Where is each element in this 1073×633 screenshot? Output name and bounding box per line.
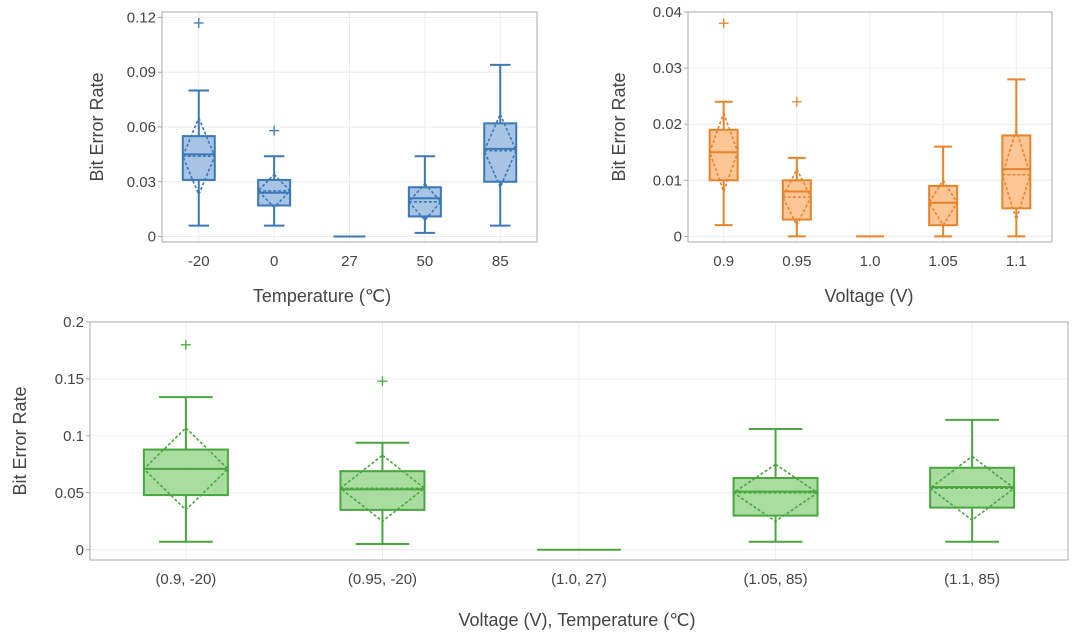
x-axis-title: Temperature (℃) <box>253 286 391 306</box>
mean-sd-diamond <box>142 426 230 512</box>
x-tick-label: 0 <box>270 253 278 270</box>
y-tick-label: 0.05 <box>55 485 84 502</box>
box-iqr <box>708 128 739 182</box>
box-iqr <box>781 179 812 221</box>
box-85 <box>483 63 518 227</box>
mean-sd-diamond <box>928 178 959 227</box>
y-tick-label: 0.03 <box>127 174 156 191</box>
x-tick-label: 1.05 <box>929 253 958 270</box>
box--20 <box>181 17 216 227</box>
box-0.9 <box>708 18 739 227</box>
x-tick-label: 27 <box>341 253 358 270</box>
y-tick-label: 0.09 <box>127 64 156 81</box>
y-tick-label: 0.03 <box>653 60 682 77</box>
y-tick-label: 0 <box>76 542 84 559</box>
x-tick-label: 85 <box>492 253 509 270</box>
mean-sd-diamond <box>928 455 1016 522</box>
box-1.05 <box>928 145 959 238</box>
outlier-marker <box>193 17 204 28</box>
y-tick-label: 0.1 <box>63 428 84 445</box>
mean-sd-diamond <box>732 463 819 523</box>
x-tick-label: 1.1 <box>1006 253 1027 270</box>
mean-sd-diamond <box>483 112 518 190</box>
box-(0.95, -20) <box>339 376 426 546</box>
y-tick-label: 0.06 <box>127 119 156 136</box>
y-tick-label: 0.15 <box>55 371 84 388</box>
y-tick-label: 0 <box>148 229 156 246</box>
outlier-marker <box>180 339 191 350</box>
chart-1: 0 0.03 0.06 0.09 0.12 -20 0 27 50 85 Temperature (… <box>87 9 538 306</box>
plot-frame <box>687 11 1053 243</box>
x-tick-label: (0.9, -20) <box>155 571 216 588</box>
x-tick-label: (1.1, 85) <box>944 571 1000 588</box>
x-tick-label: -20 <box>188 253 210 270</box>
box-iqr <box>928 184 959 227</box>
y-axis-title: Bit Error Rate <box>609 72 629 181</box>
mean-sd-diamond <box>339 454 426 523</box>
box-(0.9, -20) <box>142 339 230 543</box>
x-tick-label: 1.0 <box>860 253 881 270</box>
box-1.1 <box>1001 78 1032 238</box>
box-0 <box>257 125 292 227</box>
x-axis-title: Voltage (V) <box>824 286 913 306</box>
x-tick-label: 0.95 <box>782 253 811 270</box>
x-tick-label: (1.0, 27) <box>551 571 607 588</box>
x-tick-label: (1.05, 85) <box>743 571 807 588</box>
y-axis-title: Bit Error Rate <box>10 386 30 495</box>
outlier-marker <box>269 125 280 136</box>
chart-2: 0 0.01 0.02 0.03 0.04 0.9 0.95 1.0 1.05 1.1 Voltag… <box>609 4 1053 306</box>
box-50 <box>407 155 442 234</box>
box-iqr <box>339 470 426 511</box>
outlier-marker <box>791 96 802 107</box>
box-iqr <box>483 122 518 183</box>
mean-sd-diamond <box>708 110 739 194</box>
box-iqr <box>1001 134 1032 210</box>
x-tick-label: (0.95, -20) <box>348 571 417 588</box>
y-tick-label: 0.01 <box>653 172 682 189</box>
y-tick-label: 0.12 <box>127 9 156 26</box>
box-iqr <box>142 448 229 497</box>
mean-sd-diamond <box>781 167 812 227</box>
x-tick-label: 50 <box>417 253 434 270</box>
box-(1.05, 85) <box>732 428 819 543</box>
box-iqr <box>732 477 819 517</box>
outlier-marker <box>718 18 729 29</box>
y-tick-label: 0.2 <box>63 314 84 331</box>
mean-sd-diamond <box>181 115 216 197</box>
mean-sd-diamond <box>257 173 292 209</box>
y-tick-label: 0.04 <box>653 4 682 21</box>
chart-3: 0 0.05 0.1 0.15 0.2 (0.9, -20) (0.95, -20) (1.0… <box>10 314 1069 630</box>
box-(1.1, 85) <box>928 418 1016 543</box>
box-iqr <box>181 135 216 181</box>
outlier-marker <box>377 376 388 387</box>
y-tick-label: 0 <box>674 228 682 245</box>
x-tick-label: 0.9 <box>713 253 734 270</box>
mean-sd-diamond <box>1001 127 1032 223</box>
y-axis-title: Bit Error Rate <box>87 72 107 181</box>
x-axis-title: Voltage (V), Temperature (℃) <box>459 610 696 630</box>
mean-sd-diamond <box>407 182 442 222</box>
plot-frame <box>89 321 1069 561</box>
y-tick-label: 0.02 <box>653 116 682 133</box>
box-0.95 <box>781 96 812 238</box>
